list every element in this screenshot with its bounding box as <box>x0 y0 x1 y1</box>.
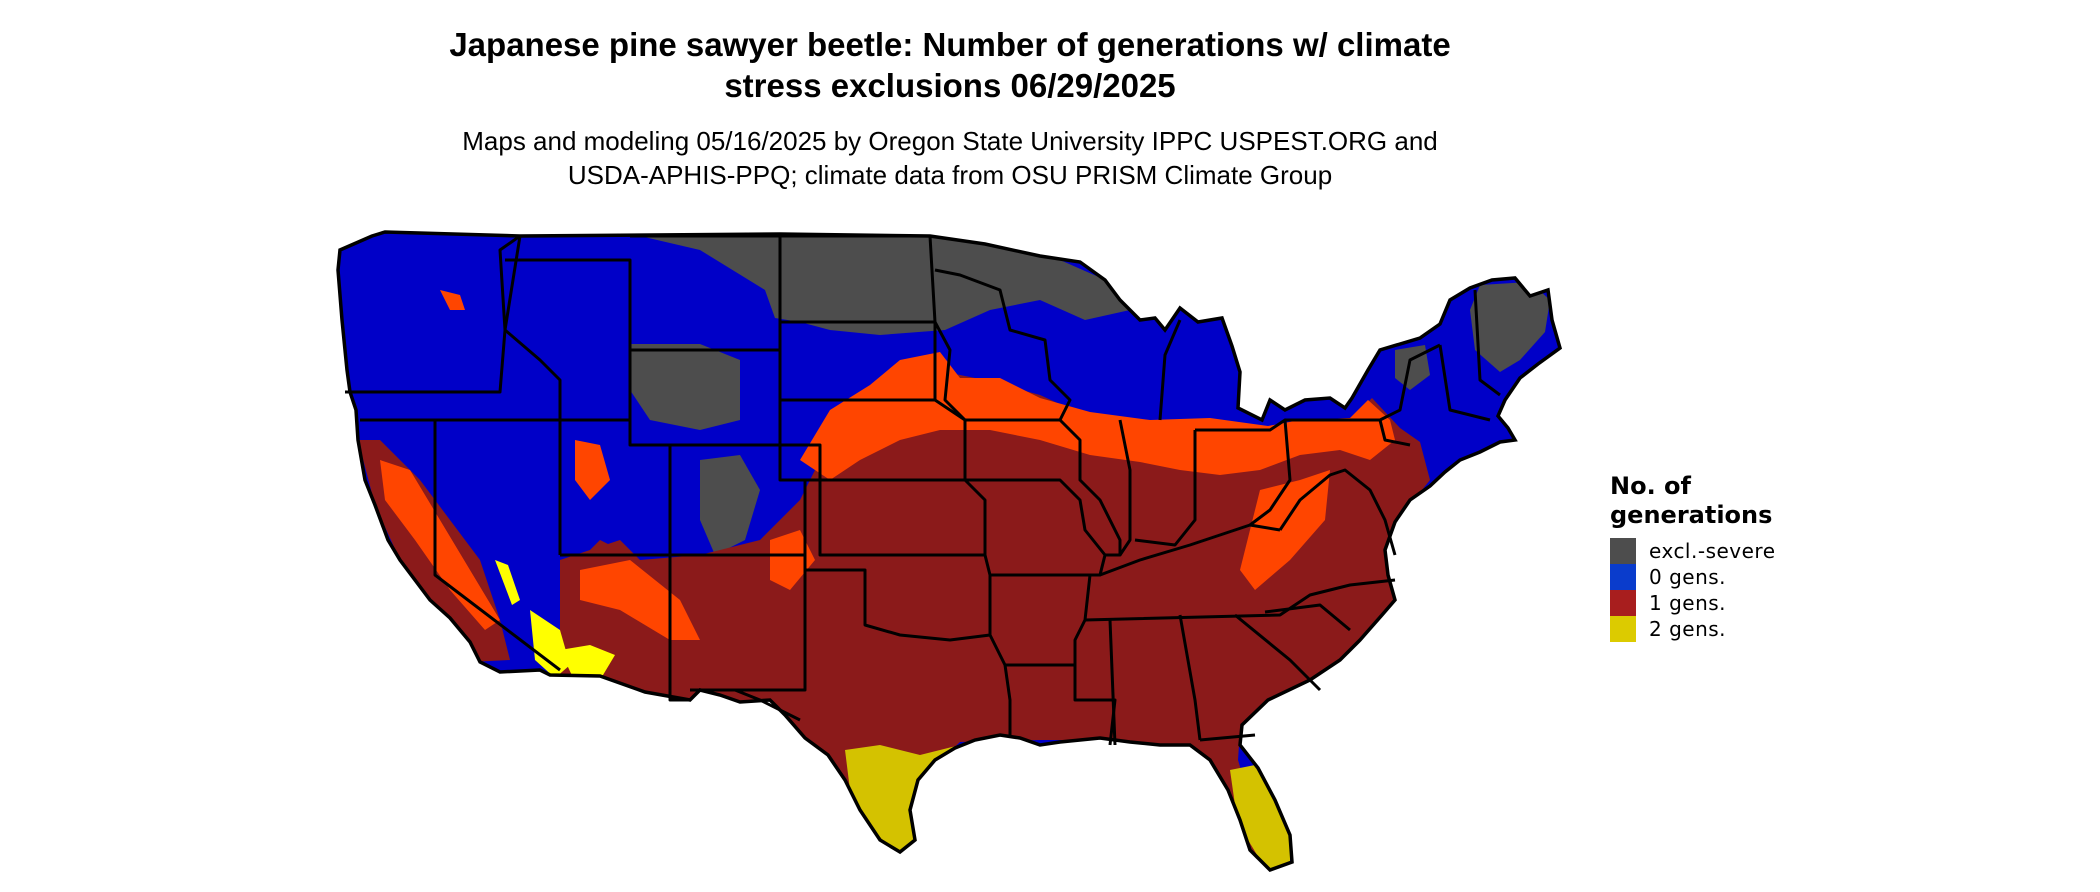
border-ny <box>1290 343 1441 422</box>
border-nd <box>780 234 937 324</box>
one-gen-transition-washington <box>440 290 465 310</box>
border-tx-la <box>988 634 1012 738</box>
border-new-england <box>1438 344 1491 422</box>
two-gens-region-central-valley <box>495 560 520 605</box>
border-az-nm <box>668 555 690 702</box>
border-tn <box>1084 578 1396 622</box>
border-ar <box>990 573 1092 667</box>
map-fill-layers <box>338 232 1560 870</box>
border-ga-sc <box>1234 613 1322 692</box>
legend-swatch-excluded <box>1610 538 1636 564</box>
legend-item-one-gen: 1 gens. <box>1610 590 1726 616</box>
border-in-oh <box>1134 430 1197 547</box>
border-mt <box>505 258 632 350</box>
border-ms-al <box>1108 619 1117 746</box>
map-title-line2: stress exclusions 06/29/2025 <box>724 67 1176 104</box>
two-gens-region-imperial-valley <box>530 610 570 678</box>
legend-item-zero-gens: 0 gens. <box>1610 564 1726 590</box>
border-tx-west <box>733 688 805 722</box>
legend-swatch-one-gen <box>1610 590 1636 616</box>
border-la-ms <box>1073 665 1117 746</box>
border-sd <box>778 322 937 402</box>
one-gen-transition-california <box>380 460 500 630</box>
map-title-line1: Japanese pine sawyer beetle: Number of g… <box>449 26 1451 63</box>
excluded-region-colorado-rockies <box>700 455 760 555</box>
legend-item-excluded: excl.-severe <box>1610 538 1776 564</box>
excluded-region-adirondacks <box>1395 345 1430 390</box>
legend-title: No. of generations <box>1610 472 1870 530</box>
legend-swatch-zero-gens <box>1610 564 1636 590</box>
border-mn-ia <box>933 268 1072 422</box>
border-mi <box>1158 319 1182 421</box>
two-gens-region-lower-colorado <box>560 645 615 682</box>
one-gen-transition-band <box>800 352 1395 480</box>
legend-label-two-gens: 2 gens. <box>1649 617 1727 641</box>
border-wa-or-id <box>345 235 522 394</box>
legend-item-two-gens: 2 gens. <box>1610 616 1726 642</box>
state-borders <box>345 234 1501 746</box>
legend-swatch-two-gens <box>1610 616 1636 642</box>
legend-title-line2: generations <box>1610 501 1773 529</box>
legend-label-one-gen: 1 gens. <box>1649 591 1727 615</box>
one-gen-transition-appalachia <box>1240 470 1330 590</box>
border-nc-sc <box>1264 603 1351 632</box>
map-subtitle: Maps and modeling 05/16/2025 by Oregon S… <box>400 124 1500 192</box>
border-ky <box>1099 523 1281 577</box>
map-subtitle-line2: USDA-APHIS-PPQ; climate data from OSU PR… <box>567 160 1333 190</box>
border-id-mt-wy <box>504 328 630 422</box>
border-oh <box>1195 418 1292 527</box>
border-ga-fl <box>1199 733 1256 742</box>
border-id-north <box>498 234 521 331</box>
border-ca-nv <box>360 418 561 672</box>
legend-label-zero-gens: 0 gens. <box>1649 565 1727 589</box>
border-al-ga <box>1178 614 1202 741</box>
border-nh-me <box>1473 289 1501 397</box>
excluded-region-maine <box>1470 282 1550 372</box>
map-title: Japanese pine sawyer beetle: Number of g… <box>400 24 1500 106</box>
excluded-region-north-plains <box>640 236 1130 335</box>
border-il-in <box>1118 419 1132 556</box>
border-ok <box>805 554 992 642</box>
border-va-wv <box>1278 468 1397 556</box>
map-subtitle-line1: Maps and modeling 05/16/2025 by Oregon S… <box>462 126 1438 156</box>
legend-title-line1: No. of <box>1610 472 1691 500</box>
excluded-region-wyoming <box>630 344 740 430</box>
two-gens-region-florida <box>1230 765 1290 870</box>
one-gen-transition-utah <box>575 440 610 500</box>
legend-label-excluded: excl.-severe <box>1649 539 1776 563</box>
